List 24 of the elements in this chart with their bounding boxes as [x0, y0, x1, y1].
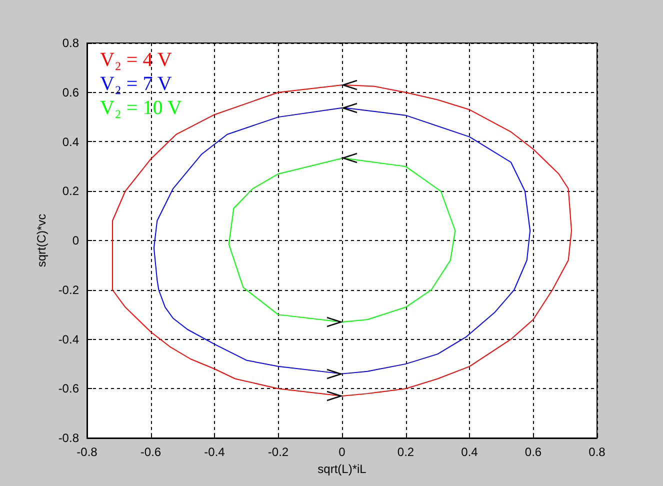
x-tick-label: 0.2 [397, 445, 414, 459]
text: V₂ = 7 V [100, 73, 172, 95]
x-tick-label: 0.8 [588, 445, 606, 459]
y-axis-title: sqrt(C)*vc [34, 214, 48, 268]
x-tick-label: -0.8 [76, 445, 98, 459]
y-tick-label: -0.4 [58, 332, 80, 346]
x-tick-label: 0.6 [524, 445, 542, 459]
text: V₂ = 10 V [100, 97, 182, 119]
x-tick-label: -0.2 [268, 445, 289, 459]
x-tick-label: -0.6 [140, 445, 162, 459]
x-axis-title: sqrt(L)*iL [318, 462, 367, 476]
text: V₂ = 4 V [100, 49, 172, 71]
x-tick-label: 0 [338, 445, 346, 459]
x-tick-label: -0.4 [204, 445, 226, 459]
y-tick-label: -0.6 [58, 382, 80, 396]
y-tick-label: 0.4 [62, 134, 80, 149]
x-tick-label: 0.4 [461, 445, 478, 459]
y-tick-label: -0.2 [58, 282, 80, 297]
y-tick-label: 0 [72, 234, 80, 248]
y-tick-label: 0.8 [62, 36, 80, 50]
line-series [228, 158, 456, 322]
y-tick-label: -0.8 [58, 431, 80, 445]
y-tick-label: 0.2 [62, 184, 80, 198]
y-tick-label: 0.6 [62, 85, 80, 100]
